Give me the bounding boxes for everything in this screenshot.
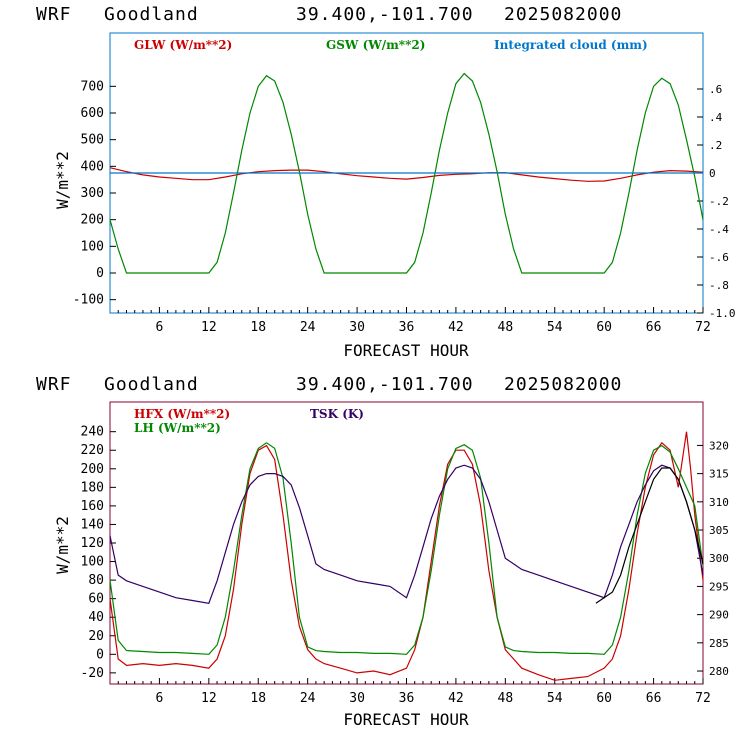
y2-tick-label: 300	[709, 552, 729, 565]
panel2-legend: HFX (W/m**2) LH (W/m**2) TSK (K)	[134, 407, 364, 435]
legend-gsw: GSW (W/m**2)	[326, 38, 425, 52]
x-tick-label: 6	[156, 691, 164, 706]
x-tick-label: 12	[201, 691, 217, 706]
y-tick-label: 100	[81, 239, 104, 254]
y-tick-label: -100	[73, 293, 104, 308]
panel2-series-line-2	[109, 464, 704, 604]
y2-tick-label: -.4	[709, 223, 729, 236]
panel2-series-line-1	[109, 442, 704, 655]
y-tick-label: 200	[81, 213, 104, 228]
panel2-model: WRF	[36, 374, 72, 395]
x-tick-label: 72	[695, 691, 711, 706]
y-tick-label: 300	[81, 186, 104, 201]
x-tick-label: 18	[250, 691, 266, 706]
y2-tick-label: 295	[709, 580, 729, 593]
x-tick-label: 6	[156, 320, 164, 335]
legend-hfx: HFX (W/m**2)	[134, 407, 230, 421]
legend-tsk: TSK (K)	[310, 407, 364, 421]
panel1-legend: GLW (W/m**2) GSW (W/m**2) Integrated clo…	[134, 38, 648, 52]
x-tick-label: 72	[695, 320, 711, 335]
x-tick-label: 66	[646, 320, 662, 335]
panel2-plot: 6 12 18 24 30 36 42 48 54 60 66 72 -20 0 20 40 60 80 100 12…	[81, 401, 729, 706]
x-tick-label: 36	[399, 691, 415, 706]
panel2-header: WRF Goodland 39.400,-101.700 2025082000	[36, 374, 622, 395]
y2-tick-label: -1.0	[709, 307, 736, 320]
y-tick-label: 240	[81, 425, 104, 440]
y-tick-label: 700	[81, 79, 104, 94]
y-tick-label: 40	[88, 610, 104, 625]
panel1-ylabel: W/m**2	[53, 151, 72, 209]
y-tick-label: -20	[81, 666, 104, 681]
panel1-plot: 6 12 18 24 30 36 42 48 54 60 66 72 -100 0 100 200 300 400…	[73, 32, 736, 335]
x-tick-label: 60	[596, 691, 612, 706]
panel1-xlabel: FORECAST HOUR	[343, 341, 469, 360]
x-tick-label: 42	[448, 691, 464, 706]
legend-glw: GLW (W/m**2)	[134, 38, 232, 52]
x-tick-label: 66	[646, 691, 662, 706]
panel2-station: Goodland	[104, 374, 199, 395]
y-tick-label: 60	[88, 592, 104, 607]
y2-tick-label: -.8	[709, 279, 729, 292]
y2-tick-label: 290	[709, 609, 729, 622]
x-tick-label: 48	[498, 320, 514, 335]
panel2-series-line-0	[109, 431, 704, 681]
y-tick-label: 500	[81, 133, 104, 148]
y-tick-label: 200	[81, 462, 104, 477]
panel1-init-time: 2025082000	[504, 4, 622, 25]
y-tick-label: 160	[81, 499, 104, 514]
y-tick-label: 400	[81, 159, 104, 174]
y-tick-label: 120	[81, 536, 104, 551]
x-tick-label: 18	[250, 320, 266, 335]
panel2-xlabel: FORECAST HOUR	[343, 710, 469, 729]
y2-tick-label: 0	[709, 167, 716, 180]
y2-tick-label: 280	[709, 665, 729, 678]
y2-tick-label: .2	[709, 139, 722, 152]
y-tick-label: 600	[81, 106, 104, 121]
y-tick-label: 180	[81, 480, 104, 495]
y2-tick-label: 305	[709, 524, 729, 537]
y2-tick-label: 285	[709, 637, 729, 650]
panel1-model: WRF	[36, 4, 72, 25]
y-tick-label: 0	[96, 647, 104, 662]
legend-lh: LH (W/m**2)	[134, 421, 221, 435]
x-tick-label: 48	[498, 691, 514, 706]
panel1-header: WRF Goodland 39.400,-101.700 2025082000	[36, 4, 622, 25]
y2-tick-label: -.2	[709, 195, 729, 208]
legend-integrated-cloud: Integrated cloud (mm)	[494, 38, 648, 52]
panel2-init-time: 2025082000	[504, 374, 622, 395]
panel1-coords: 39.400,-101.700	[296, 4, 474, 25]
x-tick-label: 30	[349, 320, 365, 335]
x-tick-label: 60	[596, 320, 612, 335]
y-tick-label: 20	[88, 629, 104, 644]
panel1-series-line-0	[109, 167, 704, 182]
panel2-series-line-3	[595, 467, 704, 604]
y2-tick-label: 320	[709, 439, 729, 452]
x-tick-label: 30	[349, 691, 365, 706]
x-tick-label: 24	[300, 320, 316, 335]
y-tick-label: 220	[81, 443, 104, 458]
x-tick-label: 12	[201, 320, 217, 335]
panel2-coords: 39.400,-101.700	[296, 374, 474, 395]
x-tick-label: 54	[547, 320, 563, 335]
x-tick-label: 42	[448, 320, 464, 335]
y-tick-label: 0	[96, 266, 104, 281]
panel1-station: Goodland	[104, 4, 199, 25]
y2-tick-label: 310	[709, 496, 729, 509]
y2-tick-label: .6	[709, 83, 722, 96]
panel2-frame	[109, 401, 704, 685]
y2-tick-label: .4	[709, 111, 723, 124]
y2-tick-label: -.6	[709, 251, 729, 264]
y-tick-label: 140	[81, 517, 104, 532]
panel2-ylabel: W/m**2	[53, 516, 72, 574]
y2-tick-label: 315	[709, 468, 729, 481]
panel1-series-line-1	[109, 72, 704, 274]
x-tick-label: 54	[547, 691, 563, 706]
y-tick-label: 80	[88, 573, 104, 588]
y-tick-label: 100	[81, 555, 104, 570]
x-tick-label: 36	[399, 320, 415, 335]
x-tick-label: 24	[300, 691, 316, 706]
